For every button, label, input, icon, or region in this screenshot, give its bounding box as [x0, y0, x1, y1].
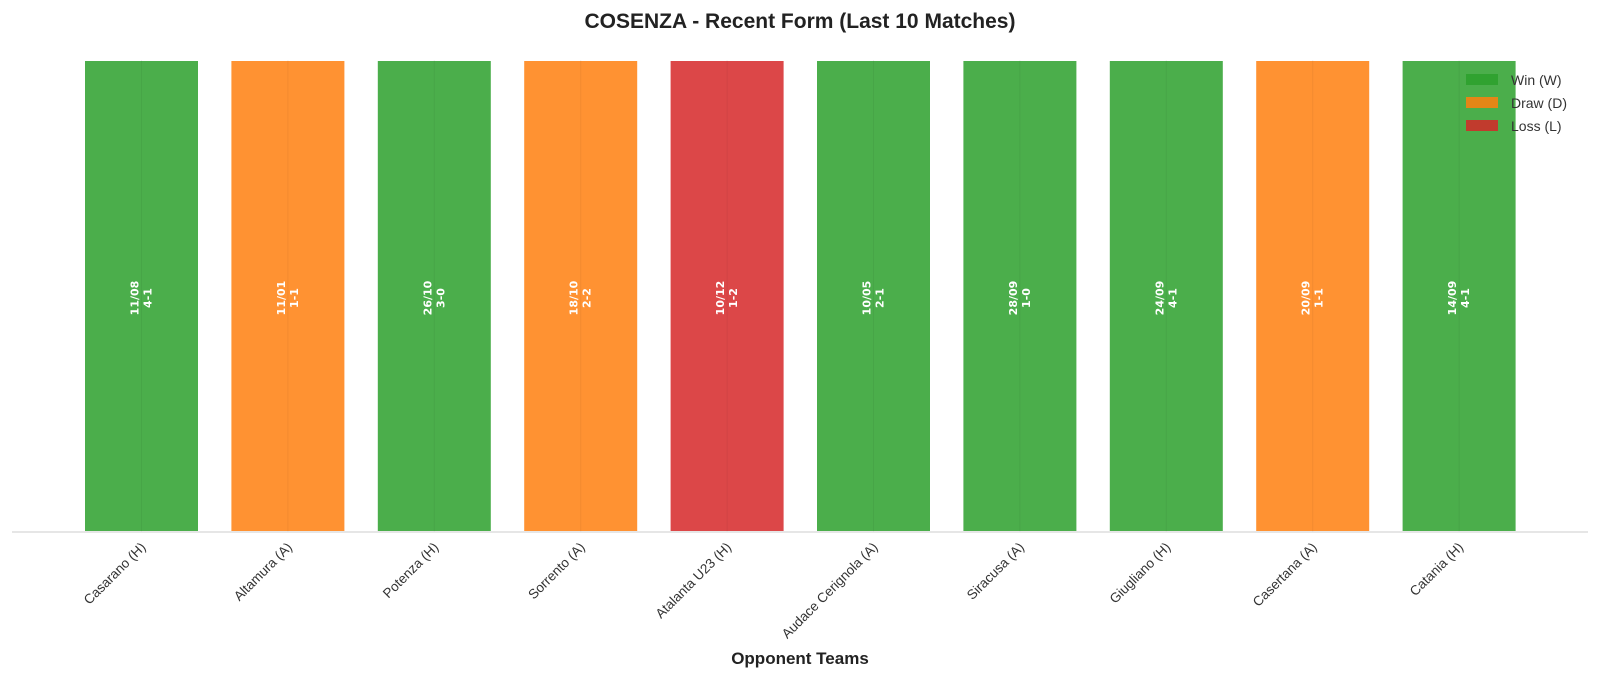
bar-score-label: 4-1	[1166, 288, 1179, 308]
legend-label-w: Win (W)	[1511, 72, 1562, 88]
x-tick-label: Catania (H)	[1407, 540, 1466, 599]
bar-score-label: 4-1	[142, 288, 155, 308]
bar-date-label: 11/08	[129, 281, 142, 316]
bar-1	[83, 59, 200, 533]
bar-7	[961, 59, 1079, 533]
x-tick-label: Sorrento (A)	[525, 540, 588, 603]
bar-score-label: 1-2	[727, 288, 740, 308]
x-tick-label: Altamura (A)	[231, 540, 295, 604]
bar-4	[522, 59, 640, 533]
bar-date-label: 24/09	[1153, 281, 1166, 316]
x-tick-label: Giugliano (H)	[1107, 540, 1174, 607]
bar-date-label: 28/09	[1007, 281, 1020, 316]
bar-score-label: 1-1	[288, 288, 301, 308]
x-tick-label: Audace Cerignola (A)	[779, 540, 881, 642]
bar-6	[815, 59, 932, 533]
x-tick-label: Casertana (A)	[1250, 540, 1320, 610]
x-tick-label: Potenza (H)	[380, 540, 442, 602]
bar-2	[229, 59, 347, 533]
x-axis-label: Opponent Teams	[731, 649, 869, 668]
bar-3	[375, 59, 493, 533]
x-tick-label: Atalanta U23 (H)	[653, 540, 735, 622]
bar-8	[1107, 59, 1225, 533]
chart-title: COSENZA - Recent Form (Last 10 Matches)	[585, 10, 1016, 33]
legend-swatch-w	[1466, 74, 1498, 85]
bar-5	[668, 59, 786, 533]
bar-score-label: 4-1	[1459, 288, 1472, 308]
x-tick-label: Casarano (H)	[81, 540, 149, 608]
legend-swatch-d	[1466, 97, 1498, 108]
bar-score-label: 2-1	[874, 288, 887, 308]
legend: Win (W) Draw (D) Loss (L)	[1466, 72, 1567, 134]
bar-date-label: 10/05	[861, 281, 874, 316]
bar-score-label: 1-0	[1020, 288, 1033, 308]
bar-score-label: 3-0	[434, 288, 447, 308]
legend-label-l: Loss (L)	[1511, 118, 1562, 134]
bar-date-label: 11/01	[275, 281, 288, 316]
x-tick-label: Siracusa (A)	[964, 540, 1027, 603]
bars-group: 11/08 4-1 11/01 1-1 26/10 3-0 18/10 2-2 10/12 1-2…	[83, 59, 1518, 533]
x-tick-labels: Casarano (H) Altamura (A) Potenza (H) Sorre…	[81, 540, 1467, 642]
bar-score-label: 1-1	[1313, 288, 1326, 308]
legend-swatch-l	[1466, 120, 1498, 131]
bar-score-label: 2-2	[581, 288, 594, 308]
legend-label-d: Draw (D)	[1511, 95, 1567, 111]
bar-date-label: 18/10	[568, 280, 581, 315]
bar-10	[1400, 59, 1518, 533]
bar-date-label: 20/09	[1300, 281, 1313, 316]
bar-date-label: 10/12	[714, 281, 727, 316]
bar-date-label: 14/09	[1446, 281, 1459, 316]
bar-date-label: 26/10	[421, 280, 434, 315]
